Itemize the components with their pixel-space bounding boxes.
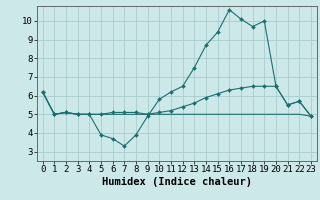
X-axis label: Humidex (Indice chaleur): Humidex (Indice chaleur): [102, 177, 252, 187]
